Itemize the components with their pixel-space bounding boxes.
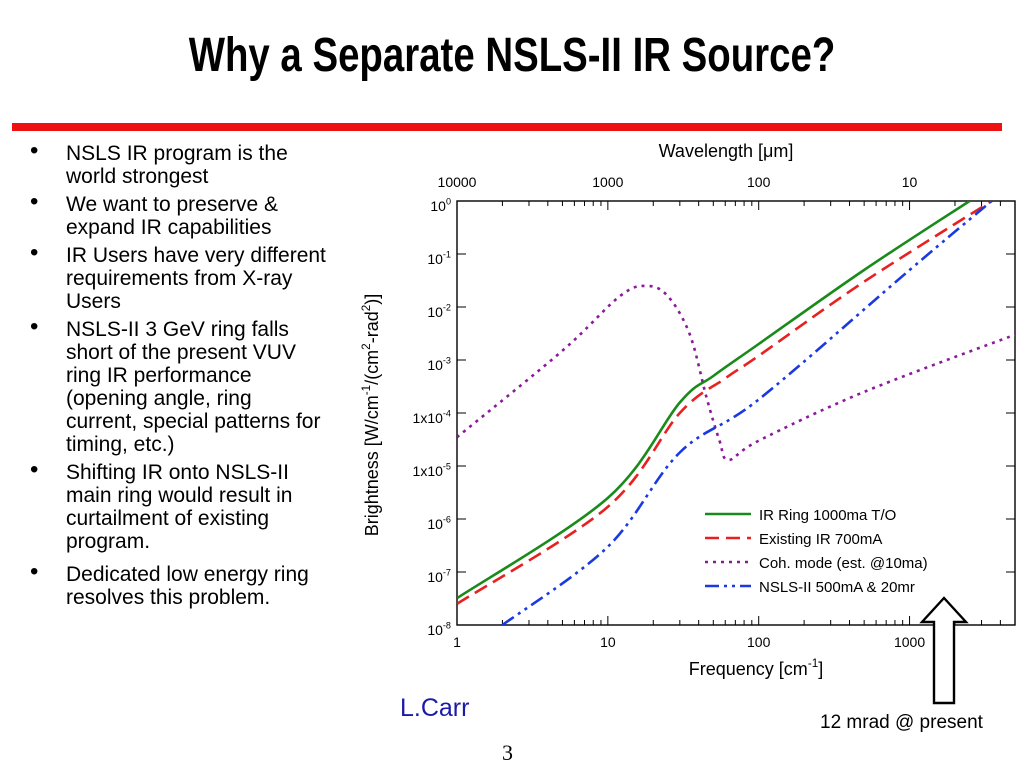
y-tick-label: 1x10-5: [413, 462, 451, 479]
bullet-item: • NSLS IR program is the world strongest: [30, 137, 288, 189]
y-tick-label: 10-2: [427, 303, 451, 320]
x2-tick-label: 100: [747, 174, 771, 190]
bullet-item: • IR Users have very different requiremen…: [30, 239, 326, 314]
legend-label: NSLS-II 500mA & 20mr: [759, 579, 915, 596]
y-tick-label: 1x10-4: [413, 409, 451, 426]
bullet-item: • Shifting IR onto NSLS-II main ring woul…: [30, 456, 293, 554]
bullet-item: • We want to preserve & expand IR capabil…: [30, 188, 279, 240]
page-number: 3: [502, 740, 513, 765]
x-axis-label: Frequency [cm-1]: [689, 657, 823, 679]
x-tick-label: 10: [600, 634, 616, 650]
bullet-dot-icon: •: [30, 456, 39, 483]
series-line-2: [457, 201, 993, 605]
x-tick-label: 100: [747, 634, 771, 650]
bullet-list: • NSLS IR program is the world strongest …: [28, 137, 328, 614]
arrow-caption: 12 mrad @ present: [820, 712, 983, 733]
x2-tick-label: 1000: [592, 174, 623, 190]
legend-label: Coh. mode (est. @10ma): [759, 555, 928, 572]
y-tick-label: 10-8: [427, 621, 451, 638]
series-line-4: [501, 201, 993, 625]
bullet-item: • NSLS-II 3 GeV ring falls short of the p…: [30, 313, 321, 457]
slide-title: Why a Separate NSLS-II IR Source?: [188, 29, 836, 82]
y-tick-label: 100: [430, 197, 451, 214]
x2-tick-label: 10000: [438, 174, 477, 190]
up-arrow-icon: [919, 596, 969, 705]
legend-label: Existing IR 700mA: [759, 531, 882, 548]
x2-axis-label: Wavelength [μm]: [659, 141, 794, 161]
x-tick-label: 1: [453, 634, 461, 650]
bullet-dot-icon: •: [30, 313, 39, 340]
legend-label: IR Ring 1000ma T/O: [759, 507, 896, 524]
bullet-dot-icon: •: [30, 239, 39, 266]
bullet-item: • Dedicated low energy ring resolves this…: [30, 558, 309, 610]
bullet-dot-icon: •: [30, 188, 39, 215]
legend-box: [699, 500, 999, 598]
author-name: L.Carr: [400, 694, 470, 722]
x2-tick-label: 10: [902, 174, 918, 190]
y-axis-label: Brightness [W/cm-1/(cm2-rad2)]: [360, 294, 382, 536]
y-tick-label: 10-3: [427, 356, 451, 373]
y-tick-label: 10-6: [427, 515, 451, 532]
y-tick-label: 10-1: [427, 250, 451, 267]
bullet-dot-icon: •: [30, 137, 39, 164]
series-line-1: [457, 201, 971, 600]
bullet-dot-icon: •: [30, 558, 39, 585]
title-divider: [12, 123, 1002, 131]
x-tick-label: 1000: [894, 634, 925, 650]
y-tick-label: 10-7: [427, 568, 451, 585]
series-line-3: [457, 284, 1015, 462]
